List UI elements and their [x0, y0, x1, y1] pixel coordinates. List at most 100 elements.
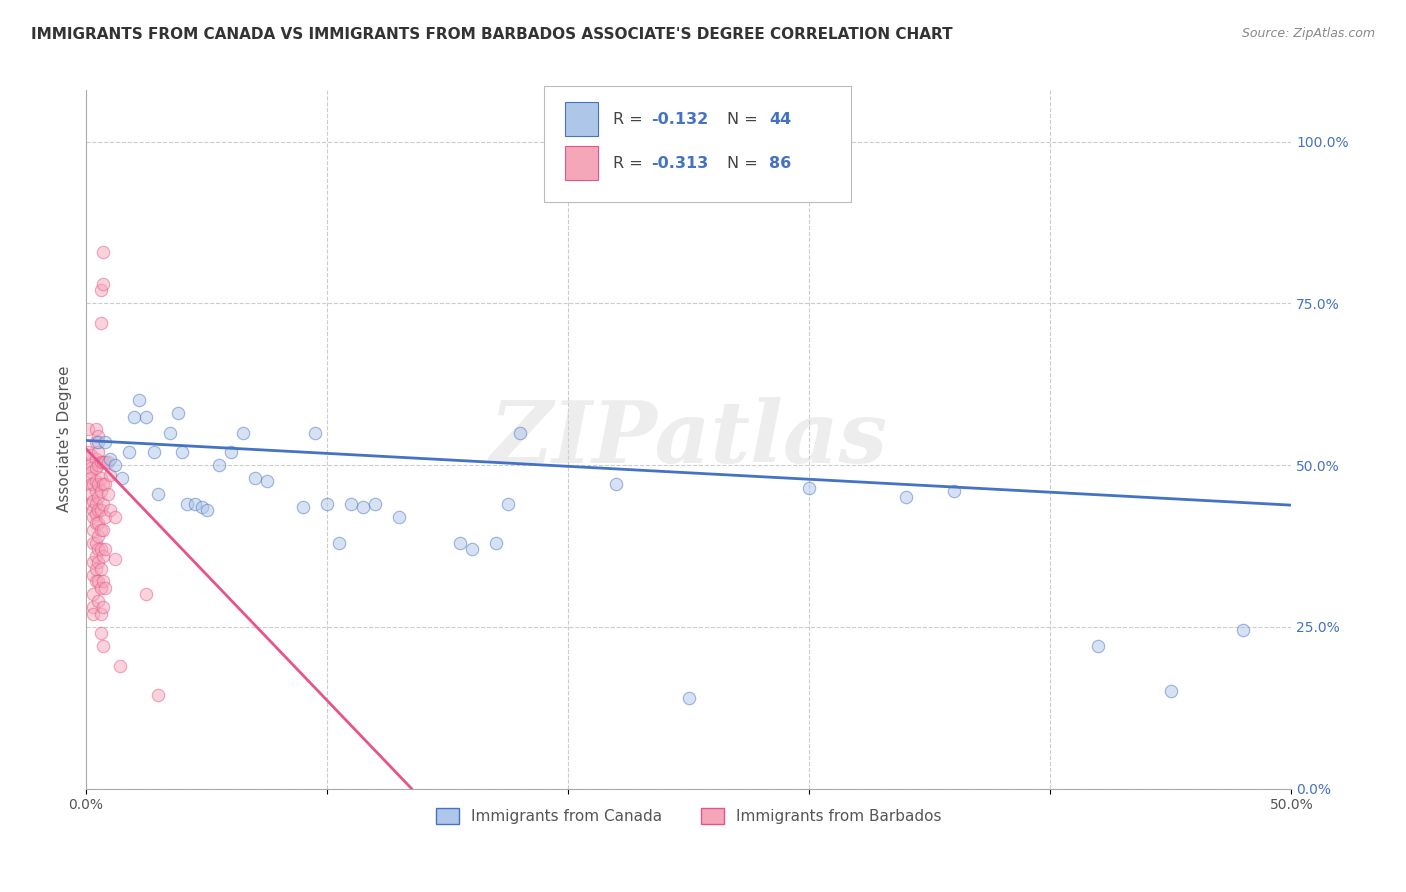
- Point: [108, 658, 131, 673]
- Text: Source: ZipAtlas.com: Source: ZipAtlas.com: [1241, 27, 1375, 40]
- Point: [87, 477, 110, 491]
- Point: [90, 626, 112, 640]
- Text: ZIPatlas: ZIPatlas: [489, 398, 887, 481]
- Point: [90, 284, 112, 298]
- Point: [148, 688, 170, 702]
- Point: [135, 587, 157, 601]
- Point: [82, 503, 104, 517]
- Point: [195, 503, 218, 517]
- Point: [82, 509, 104, 524]
- Text: 86: 86: [769, 156, 792, 170]
- Point: [84, 507, 107, 521]
- Text: R =: R =: [613, 112, 648, 127]
- Point: [104, 458, 127, 472]
- Point: [84, 535, 107, 549]
- Point: [82, 607, 104, 621]
- Point: [97, 455, 120, 469]
- FancyBboxPatch shape: [565, 103, 599, 136]
- Point: [84, 574, 107, 589]
- Point: [84, 422, 107, 436]
- Point: [509, 425, 531, 440]
- Point: [87, 458, 110, 472]
- Point: [80, 461, 103, 475]
- FancyBboxPatch shape: [544, 87, 852, 202]
- Point: [90, 561, 112, 575]
- Point: [94, 509, 117, 524]
- Point: [91, 523, 114, 537]
- Point: [82, 555, 104, 569]
- Point: [82, 523, 104, 537]
- Point: [111, 471, 134, 485]
- Point: [82, 477, 104, 491]
- Point: [90, 542, 112, 557]
- Point: [1160, 684, 1182, 698]
- Point: [219, 445, 242, 459]
- Point: [183, 497, 205, 511]
- Legend: Immigrants from Canada, Immigrants from Barbados: Immigrants from Canada, Immigrants from …: [427, 799, 950, 833]
- Point: [124, 409, 146, 424]
- Point: [94, 542, 117, 557]
- Point: [80, 465, 103, 479]
- Point: [87, 445, 110, 459]
- Point: [91, 455, 114, 469]
- Point: [91, 477, 114, 491]
- Point: [352, 500, 374, 514]
- Point: [84, 461, 107, 475]
- Text: R =: R =: [613, 156, 648, 170]
- Point: [128, 393, 150, 408]
- Point: [90, 455, 112, 469]
- Point: [84, 516, 107, 531]
- Point: [87, 574, 110, 589]
- Point: [142, 445, 165, 459]
- Point: [84, 435, 107, 450]
- Point: [80, 471, 103, 485]
- Point: [87, 529, 110, 543]
- Point: [605, 477, 627, 491]
- Point: [292, 500, 315, 514]
- Point: [87, 516, 110, 531]
- Point: [243, 471, 266, 485]
- Point: [496, 497, 519, 511]
- Point: [485, 535, 508, 549]
- Point: [191, 500, 214, 514]
- Point: [87, 555, 110, 569]
- FancyBboxPatch shape: [565, 146, 599, 180]
- Text: N =: N =: [727, 112, 763, 127]
- Point: [91, 497, 114, 511]
- Point: [77, 422, 100, 436]
- Text: 44: 44: [769, 112, 792, 127]
- Point: [90, 523, 112, 537]
- Point: [91, 639, 114, 653]
- Point: [80, 458, 103, 472]
- Text: N =: N =: [727, 156, 763, 170]
- Point: [94, 581, 117, 595]
- Point: [94, 477, 117, 491]
- Point: [84, 451, 107, 466]
- Point: [90, 471, 112, 485]
- Point: [166, 406, 188, 420]
- Y-axis label: Associate's Degree: Associate's Degree: [58, 366, 72, 512]
- Point: [449, 535, 471, 549]
- Point: [942, 483, 965, 498]
- Point: [87, 503, 110, 517]
- Point: [159, 425, 181, 440]
- Point: [316, 497, 339, 511]
- Point: [1087, 639, 1109, 653]
- Point: [84, 483, 107, 498]
- Point: [94, 455, 117, 469]
- Point: [172, 445, 194, 459]
- Point: [87, 542, 110, 557]
- Point: [87, 435, 110, 450]
- Point: [118, 445, 141, 459]
- Point: [135, 409, 157, 424]
- Point: [90, 483, 112, 498]
- Point: [91, 600, 114, 615]
- Point: [232, 425, 254, 440]
- Point: [80, 477, 103, 491]
- Point: [91, 244, 114, 259]
- Point: [91, 277, 114, 291]
- Point: [256, 474, 278, 488]
- Point: [894, 491, 917, 505]
- Point: [364, 497, 387, 511]
- Point: [90, 607, 112, 621]
